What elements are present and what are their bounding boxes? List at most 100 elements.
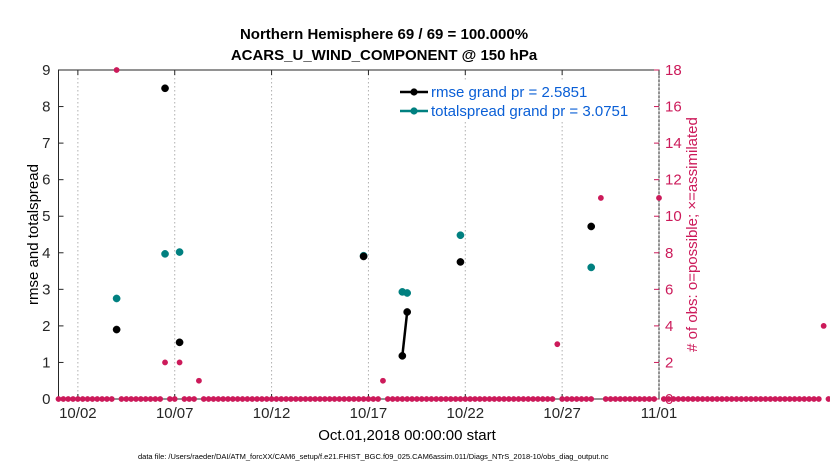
- y-tick-label-left: 1: [42, 354, 50, 371]
- y-tick-label-left: 3: [42, 281, 50, 298]
- obs-possible-point: [89, 396, 96, 402]
- obs-possible-point: [399, 396, 406, 402]
- y-tick-label-right: 8: [665, 245, 673, 262]
- obs-possible-point: [641, 396, 648, 402]
- obs-possible-point: [486, 396, 493, 402]
- obs-possible-point: [234, 396, 241, 402]
- obs-possible-point: [617, 396, 624, 402]
- obs-possible-point: [225, 396, 231, 402]
- obs-possible-point: [428, 396, 435, 402]
- obs-possible-point: [738, 396, 745, 402]
- obs-possible-point: [326, 396, 333, 402]
- obs-possible-point: [578, 396, 585, 402]
- obs-possible-point: [384, 396, 391, 402]
- y-tick-label-left: 8: [42, 99, 50, 116]
- obs-possible-point: [60, 396, 67, 402]
- y-tick-labels-right: 024681012141618: [665, 62, 682, 408]
- obs-possible-point: [670, 396, 677, 402]
- obs-possible-point: [375, 396, 382, 402]
- y-tick-label-left: 0: [42, 391, 50, 408]
- rmse-point: [456, 258, 465, 266]
- obs-possible-point: [70, 396, 76, 402]
- obs-possible-point: [360, 396, 367, 402]
- metric-series: [112, 84, 596, 360]
- obs-possible-point: [791, 396, 798, 402]
- obs-possible-point: [292, 396, 299, 402]
- x-tick-label: 10/07: [156, 405, 194, 422]
- obs-possible-point: [665, 396, 672, 402]
- obs-possible-point: [820, 322, 827, 329]
- obs-possible-point: [166, 396, 173, 402]
- x-tick-labels: 10/02 10/07 10/12 10/17 10/22 10/27 11/01: [59, 405, 677, 422]
- totalspread-point: [161, 250, 169, 258]
- obs-possible-series: [55, 67, 830, 402]
- y-tick-labels-left: 0 1 2 3 4 5 6 7 8 9: [42, 62, 50, 408]
- obs-possible-point: [181, 396, 188, 402]
- rmse-point: [175, 338, 184, 347]
- totalspread-point: [587, 263, 596, 272]
- legend-marker-totalspread: [410, 107, 418, 115]
- obs-possible-point: [79, 396, 86, 402]
- rmse-point: [112, 325, 121, 334]
- obs-possible-point: [307, 396, 314, 402]
- obs-possible-point: [588, 396, 595, 402]
- x-tick-label: 10/27: [543, 405, 581, 422]
- obs-possible-point: [631, 396, 638, 402]
- obs-possible-point: [607, 396, 614, 402]
- legend-marker-rmse: [410, 88, 418, 96]
- obs-possible-point: [176, 359, 183, 366]
- obs-possible-point: [520, 396, 527, 402]
- obs-possible-point: [200, 396, 207, 402]
- obs-possible-point: [714, 396, 721, 402]
- obs-possible-point: [157, 396, 164, 402]
- obs-possible-point: [544, 396, 551, 402]
- y-tick-label-right: 14: [665, 135, 682, 152]
- y-tick-label-left: 2: [42, 318, 50, 335]
- obs-possible-point: [583, 396, 590, 402]
- chart-title-line-2: ACARS_U_WIND_COMPONENT @ 150 hPa: [231, 47, 538, 64]
- obs-possible-point: [108, 396, 115, 402]
- obs-possible-point: [515, 396, 522, 402]
- y-tick-label-right: 18: [665, 62, 682, 79]
- obs-possible-point: [239, 396, 246, 402]
- x-tick-label: 10/22: [447, 405, 485, 422]
- obs-possible-point: [394, 396, 401, 402]
- obs-possible-point: [472, 396, 478, 402]
- rmse-point: [161, 84, 169, 93]
- obs-possible-point: [786, 396, 793, 402]
- obs-possible-point: [123, 396, 130, 402]
- rmse-point: [587, 222, 596, 231]
- obs-possible-point: [128, 396, 135, 402]
- obs-possible-point: [133, 396, 139, 402]
- obs-possible-point: [476, 396, 483, 402]
- legend-label-totalspread: totalspread grand pr = 3.0751: [431, 103, 628, 120]
- y-tick-label-left: 9: [42, 62, 50, 79]
- obs-possible-point: [549, 396, 556, 402]
- obs-possible-point: [777, 396, 783, 402]
- obs-possible-point: [680, 396, 687, 402]
- rmse-point: [398, 352, 407, 360]
- obs-possible-point: [263, 396, 270, 402]
- obs-possible-point: [733, 396, 740, 402]
- obs-possible-point: [336, 396, 343, 402]
- obs-possible-point: [636, 396, 643, 402]
- obs-possible-point: [205, 396, 212, 402]
- obs-possible-point: [152, 396, 159, 402]
- obs-possible-point: [147, 396, 154, 402]
- obs-possible-point: [447, 396, 454, 402]
- obs-possible-point: [564, 396, 570, 402]
- obs-possible-point: [321, 396, 328, 402]
- obs-possible-point: [481, 396, 488, 402]
- obs-possible-point: [728, 396, 735, 402]
- obs-possible-point: [74, 396, 81, 402]
- obs-possible-point: [748, 396, 754, 402]
- obs-possible-point: [249, 396, 256, 402]
- obs-possible-point: [510, 396, 517, 402]
- obs-possible-point: [113, 67, 120, 73]
- obs-possible-point: [94, 396, 101, 402]
- obs-possible-point: [801, 396, 808, 402]
- obs-possible-point: [699, 396, 706, 402]
- gridlines: [77, 70, 660, 399]
- obs-possible-point: [622, 396, 629, 402]
